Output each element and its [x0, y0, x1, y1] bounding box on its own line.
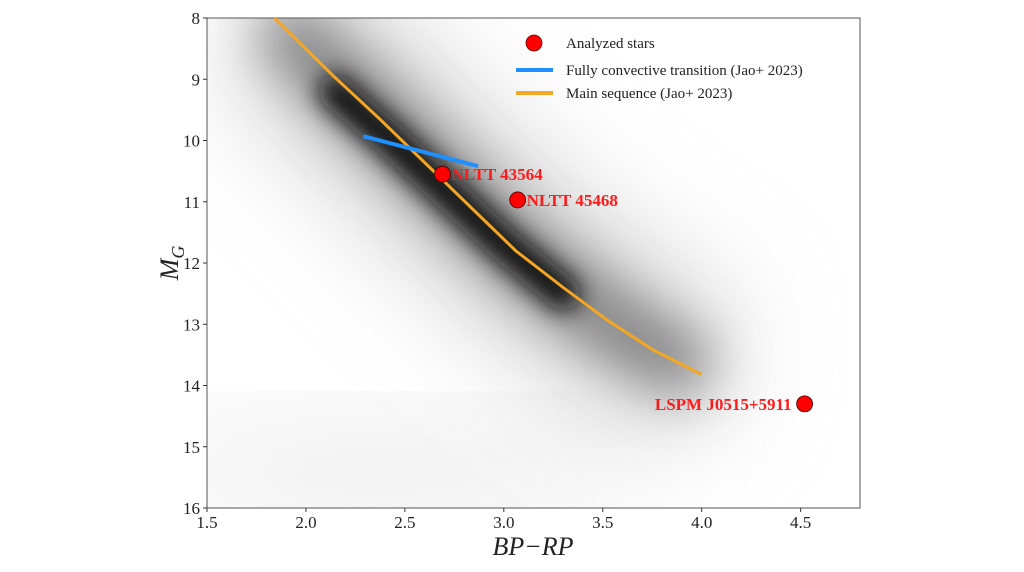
y-tick-label: 9	[192, 70, 201, 89]
main-sequence-line	[273, 18, 703, 376]
x-tick-label: 3.0	[493, 513, 514, 532]
legend: Analyzed stars Fully convective transiti…	[516, 34, 803, 102]
x-tick-label: 1.5	[196, 513, 217, 532]
x-tick-label: 3.5	[592, 513, 613, 532]
x-tick-label: 4.5	[790, 513, 811, 532]
star-point	[434, 165, 451, 183]
legend-marker-analyzed-stars	[525, 34, 543, 52]
y-axis-label-sub: G	[168, 246, 188, 259]
star-label: LSPM J0515+5911	[655, 395, 792, 414]
y-tick-label: 16	[183, 499, 200, 518]
density-background	[207, 18, 860, 508]
convective-transition-line	[362, 134, 479, 169]
x-tick-label: 2.0	[295, 513, 316, 532]
y-tick-label: 15	[183, 438, 200, 457]
y-axis-label: MG	[155, 246, 188, 282]
svg-text:MG: MG	[155, 246, 188, 282]
density-core	[318, 74, 581, 311]
y-axis-label-main: M	[155, 257, 184, 281]
legend-label-analyzed-stars: Analyzed stars	[566, 36, 655, 52]
x-tick-label: 4.0	[691, 513, 712, 532]
y-tick-label: 14	[183, 377, 201, 396]
y-tick-label: 10	[183, 132, 200, 151]
y-tick-label: 12	[183, 254, 200, 273]
legend-label-main-sequence: Main sequence (Jao+ 2023)	[566, 86, 732, 102]
y-tick-label: 8	[192, 9, 201, 28]
star-point	[796, 395, 813, 413]
x-axis-label: BP−RP	[492, 532, 573, 561]
star-point	[509, 191, 527, 209]
legend-label-convective: Fully convective transition (Jao+ 2023)	[566, 63, 803, 79]
star-label: NLTT 45468	[527, 191, 618, 210]
density-faint-band	[207, 431, 646, 508]
y-tick-label: 11	[184, 193, 200, 212]
star-label: NLTT 43564	[451, 165, 543, 184]
x-tick-label: 2.5	[394, 513, 415, 532]
y-tick-label: 13	[183, 315, 200, 334]
